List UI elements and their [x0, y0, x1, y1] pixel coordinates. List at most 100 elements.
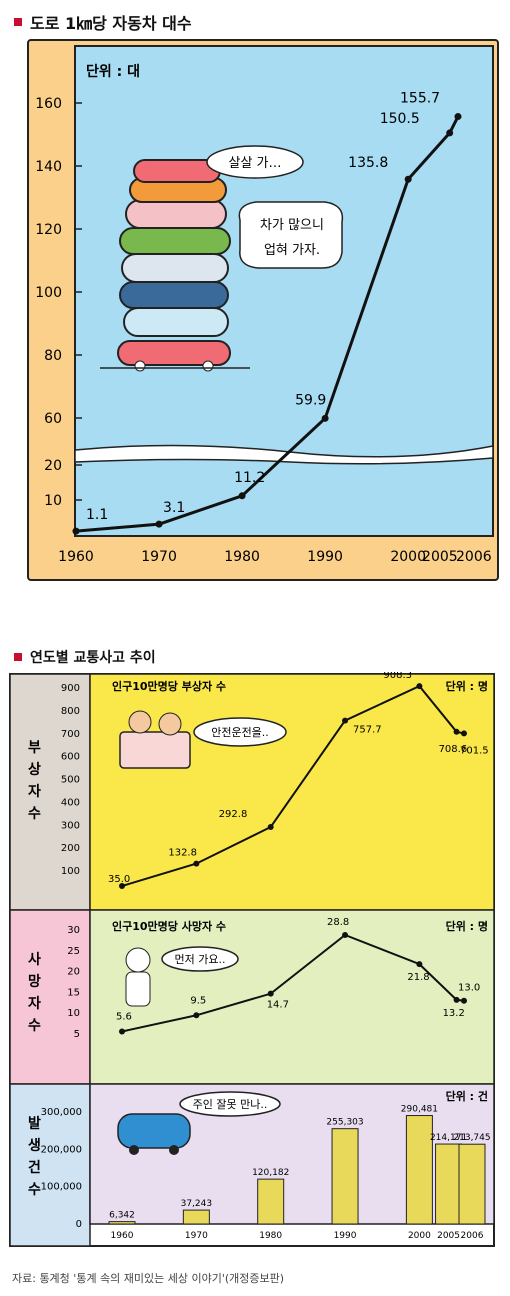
injuries-y-tick-label: 300: [61, 820, 80, 831]
injuries-point: [342, 717, 349, 724]
side-label-char: 생: [28, 1138, 41, 1154]
chart1-value-label: 59.9: [295, 392, 326, 408]
accidents-value-label: 120,182: [252, 1168, 289, 1178]
accidents-x-tick-label: 1960: [111, 1231, 134, 1241]
accidents-x-tick-label: 2005: [437, 1231, 460, 1241]
axis-break-band: [74, 444, 494, 465]
crashed-car-illustration: 주인 잘못 만나..: [117, 1091, 281, 1155]
injuries-value-label: 292.8: [219, 809, 248, 820]
chart1-value-label: 155.7: [400, 91, 440, 107]
band-injuries: [89, 673, 495, 911]
chart1-value-label: 3.1: [163, 500, 185, 516]
injuries-value-label: 132.8: [168, 848, 197, 859]
injuries-bubble-text: 안전운전을..: [211, 726, 269, 739]
deaths-points: [119, 931, 467, 1035]
chart1-y-tick-label: 120: [35, 222, 62, 238]
accidents-y-ticks: 0 100,000 200,000 300,000: [41, 1107, 82, 1230]
vehicles-per-km-chart: 단위 : 대 살살 가… 차가 많으니 업혀 가자. 10 20 60 80 100 12…: [27, 39, 499, 581]
side-label-char: 상: [28, 762, 41, 778]
accidents-y-tick-label: 100,000: [41, 1182, 82, 1193]
source-note: 자료: 통계청 '통계 속의 재미있는 세상 이야기'(개정증보판): [12, 1272, 285, 1285]
injuries-y-tick-label: 900: [61, 683, 80, 694]
injuries-value-label: 908.3: [383, 672, 412, 681]
chart1-y-tick-label: 140: [35, 159, 62, 175]
side-panel-accidents: [9, 1083, 91, 1247]
accidents-value-label: 213,745: [453, 1133, 490, 1143]
accidents-y-tick-label: 300,000: [41, 1107, 82, 1118]
deaths-value-label: 13.2: [443, 1008, 465, 1019]
injuries-y-tick-label: 400: [61, 797, 80, 808]
side-label-char: 망: [28, 973, 41, 990]
injuries-points: [119, 683, 467, 889]
side-panel-deaths: [9, 909, 91, 1085]
injuries-y-tick-label: 500: [61, 775, 80, 786]
title-square-icon: [14, 18, 22, 26]
accidents-y-tick-label: 0: [76, 1219, 82, 1230]
deaths-y-tick-label: 15: [67, 987, 80, 998]
deaths-y-tick-label: 5: [74, 1029, 80, 1040]
accidents-bar: [331, 1128, 359, 1225]
accidents-unit: 단위 : 건: [446, 1089, 488, 1103]
injuries-value-label: 701.5: [460, 745, 489, 756]
injuries-y-ticks: 100 200 300 400 500 600 700 800 900: [61, 683, 80, 877]
side-label-char: 자: [28, 784, 41, 800]
accidents-bar: [257, 1178, 285, 1225]
deaths-y-tick-label: 20: [67, 967, 80, 978]
accidents-value-label: 290,481: [401, 1105, 438, 1115]
chart1-point: [155, 520, 163, 528]
accidents-bar: [435, 1143, 463, 1225]
band-deaths: [89, 909, 495, 1085]
deaths-point: [416, 961, 423, 968]
deaths-y-tick-label: 30: [67, 925, 80, 936]
accidents-bar: [182, 1209, 210, 1225]
accidents-value-label: 255,303: [326, 1118, 363, 1128]
accidents-value-label: 6,342: [109, 1211, 135, 1221]
accidents-value-labels: 6,342 37,243 120,182 255,303 290,481 214,1712…: [109, 1105, 490, 1221]
injuries-value-label: 35.0: [108, 874, 130, 885]
accidents-x-tick-label: 2000: [408, 1231, 431, 1241]
chart1-y-ticks: 10 20 60 80 100 120 140 160: [35, 96, 82, 509]
injuries-point: [119, 882, 125, 889]
accidents-bar: [458, 1143, 486, 1225]
injuries-y-tick-label: 800: [61, 706, 80, 717]
accidents-x-tick-label: 1990: [334, 1231, 357, 1241]
accidents-x-tick-label: 2006: [461, 1231, 484, 1241]
chart1-y-tick-label: 60: [44, 411, 62, 427]
injuries-value-label: 757.7: [353, 725, 382, 736]
chart1-title-text: 도로 1㎞당 자동차 대수: [30, 14, 192, 33]
side-label-char: 발: [28, 1115, 41, 1132]
deaths-point: [461, 997, 467, 1004]
injuries-point: [416, 683, 423, 690]
chart1-x-tick-label: 1960: [58, 549, 94, 565]
chart1-y-tick-label: 80: [44, 348, 62, 364]
accidents-bars: [108, 1115, 486, 1225]
side-panel-injuries: [9, 673, 91, 911]
stacked-cars-illustration: [100, 159, 250, 372]
deaths-point: [267, 990, 274, 997]
chart1-point: [404, 175, 412, 183]
chart1-value-label: 150.5: [380, 111, 420, 127]
deaths-point: [193, 1012, 200, 1019]
chart1-x-tick-label: 1980: [224, 549, 260, 565]
chart1-title: 도로 1㎞당 자동차 대수: [14, 10, 192, 34]
accidents-x-tick-label: 1970: [185, 1231, 208, 1241]
deaths-value-label: 13.0: [458, 983, 480, 994]
deaths-point: [453, 996, 460, 1003]
deaths-bubble-text: 먼저 가요..: [175, 953, 226, 966]
chart1-point: [72, 527, 80, 535]
side-label-char: 건: [28, 1159, 41, 1176]
deaths-value-label: 5.6: [116, 1012, 132, 1023]
accidents-bar: [405, 1115, 433, 1225]
deaths-value-label: 21.8: [407, 972, 429, 983]
chart1-x-tick-label: 2006: [456, 549, 492, 565]
chart1-y-tick-label: 20: [44, 458, 62, 474]
accidents-x-tick-label: 1980: [259, 1231, 282, 1241]
chart1-point: [446, 129, 454, 137]
chart1-unit-label: 단위 : 대: [86, 63, 140, 80]
chart1-x-tick-label: 1970: [141, 549, 177, 565]
bubble-2-line1: 차가 많으니: [260, 218, 324, 233]
